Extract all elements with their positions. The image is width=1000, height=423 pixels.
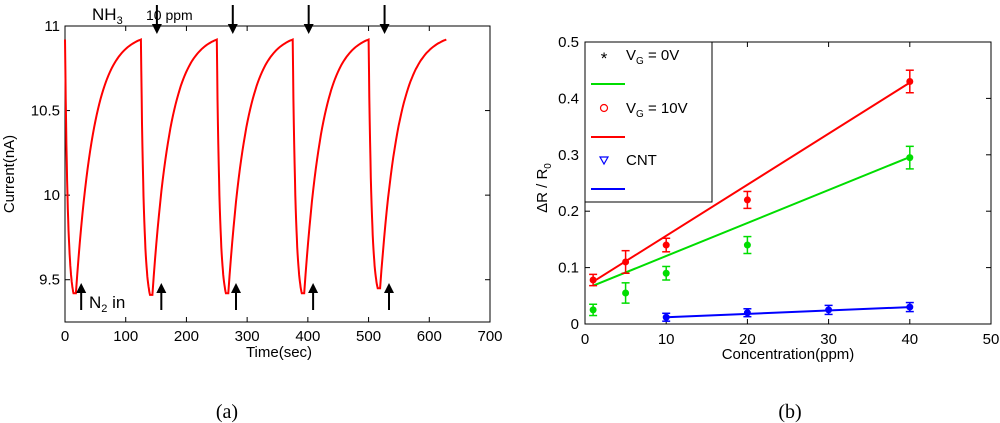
legend-vg0-sub: G: [636, 56, 644, 67]
legend-vg0-rest: = 0V: [644, 47, 679, 64]
caption-a: (a): [216, 401, 238, 423]
chart-b-xlabel: Concentration(ppm): [722, 346, 855, 363]
chart-b-legend: * VG = 0V VG = 10V CNT: [584, 41, 713, 203]
chart-b-xtick-label-5: 50: [983, 331, 1000, 348]
legend-box: [584, 41, 713, 203]
data-point-1-3: [743, 196, 751, 204]
n2-annotation: N2 in: [89, 293, 125, 315]
chart-a-ytick-label-2: 10.5: [31, 103, 60, 120]
nh3-annotation: NH3: [92, 5, 123, 27]
chart-b: 0 10 20 30 40 50 0 0.1 0.2 0.3 0.4 0.5 Concentratio…: [534, 34, 999, 423]
fit-line-0: [592, 156, 911, 287]
chart-a-xtick-label-3: 300: [235, 328, 260, 345]
caption-b: (b): [778, 401, 801, 423]
data-point-0-3: [743, 241, 751, 249]
nh3-arrowhead-1: [227, 24, 238, 34]
n2-base: N: [89, 293, 101, 312]
chart-a-xtick-label-0: 0: [61, 328, 69, 345]
chart-a-xtick-label-2: 200: [174, 328, 199, 345]
legend-vg0-base: V: [626, 47, 636, 64]
n2-suffix: in: [107, 293, 125, 312]
data-point-2-3: [906, 303, 914, 311]
chart-b-ylabel: ΔR / R0: [534, 163, 554, 213]
chart-b-ytick-label-2: 0.2: [558, 203, 579, 220]
chart-b-ticks: 0 10 20 30 40 50 0 0.1 0.2 0.3 0.4 0.5: [558, 34, 999, 348]
legend-label-vg0: VG = 0V: [626, 47, 679, 67]
chart-a-xtick-label-5: 500: [356, 328, 381, 345]
chart-a-ylabel: Current(nA): [1, 135, 18, 213]
nh3-arrowhead-3: [379, 24, 390, 34]
data-point-0-2: [662, 269, 670, 277]
chart-a-xtick-label-4: 400: [295, 328, 320, 345]
n2-arrowhead-4: [384, 283, 394, 293]
chart-a-xtick-label-7: 700: [477, 328, 502, 345]
n2-arrowhead-0: [76, 283, 87, 293]
nh3-arrowhead-2: [303, 24, 314, 34]
chart-b-xtick-label-3: 30: [820, 331, 837, 348]
chart-a-ytick-label-0: 9.5: [39, 272, 60, 289]
chart-a-arrows: [76, 5, 394, 310]
chart-a-xlabel: Time(sec): [246, 344, 312, 361]
chart-b-points: [589, 69, 914, 322]
legend-marker-1: [599, 103, 609, 113]
legend-marker-2: [598, 156, 610, 166]
legend-marker-0: *: [601, 49, 608, 68]
chart-b-ytick-label-0: 0: [571, 316, 579, 333]
data-point-2-2: [825, 306, 833, 314]
chart-a-ticks: 0 100 200 300 400 500 600 700 9.5 10 10.5 11: [31, 18, 503, 345]
n2-arrowhead-1: [156, 283, 167, 293]
chart-b-xtick-label-2: 20: [739, 331, 756, 348]
nh3-base: NH: [92, 5, 117, 24]
chart-a: 0 100 200 300 400 500 600 700 9.5 10 10.5 11 Time(s…: [1, 5, 503, 423]
legend-vg10-base: V: [626, 100, 636, 117]
legend-label-vg10: VG = 10V: [626, 100, 688, 120]
chart-a-ytick-label-3: 11: [44, 18, 60, 35]
chart-a-xtick-label-1: 100: [113, 328, 138, 345]
chart-b-ytick-label-5: 0.5: [558, 34, 579, 51]
data-point-0-4: [906, 154, 914, 162]
chart-a-ytick-label-1: 10: [43, 187, 60, 204]
data-point-1-1: [622, 258, 630, 266]
n2-arrowhead-2: [231, 283, 241, 293]
data-point-2-1: [743, 309, 751, 317]
chart-a-current-line: [64, 37, 447, 296]
legend-vg10-rest: = 10V: [644, 100, 688, 117]
legend-label-cnt: CNT: [626, 152, 657, 169]
chart-b-ytick-label-1: 0.1: [558, 260, 579, 277]
chart-b-xtick-label-1: 10: [658, 331, 675, 348]
data-point-1-0: [589, 276, 597, 284]
chart-b-fit-lines: [592, 81, 911, 319]
nh3-arrowhead-0: [151, 24, 162, 34]
n2-sub: 2: [101, 303, 107, 315]
nh3-concentration: 10 ppm: [146, 7, 193, 23]
chart-b-ylabel-main: ΔR / R: [534, 169, 551, 213]
chart-b-ytick-label-3: 0.3: [558, 147, 579, 164]
data-point-1-4: [906, 77, 914, 85]
n2-arrowhead-3: [308, 283, 319, 293]
chart-b-xtick-label-4: 40: [901, 331, 918, 348]
data-point-0-1: [622, 289, 630, 297]
fit-line-1: [592, 81, 911, 283]
data-point-2-0: [662, 313, 670, 321]
chart-a-plot-area: [64, 25, 491, 323]
data-point-1-2: [662, 241, 670, 249]
legend-markers: *: [591, 49, 625, 190]
legend-vg10-sub: G: [636, 109, 644, 120]
nh3-sub: 3: [117, 15, 123, 27]
chart-b-xtick-label-0: 0: [581, 331, 589, 348]
fit-line-2: [666, 306, 910, 319]
chart-a-xtick-label-6: 600: [417, 328, 442, 345]
chart-b-ytick-label-4: 0.4: [558, 90, 579, 107]
chart-b-ylabel-sub: 0: [543, 163, 554, 169]
data-point-0-0: [589, 306, 597, 314]
